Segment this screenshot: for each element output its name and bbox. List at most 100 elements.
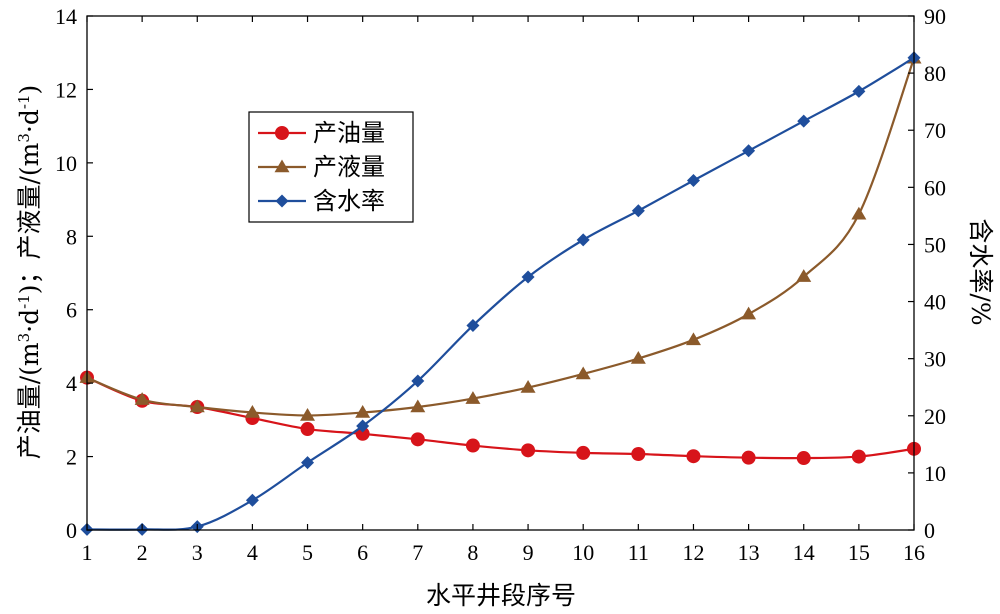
series-line-2 [86, 57, 916, 417]
y-right-tick-label: 90 [924, 4, 946, 29]
series-line-3 [86, 56, 915, 531]
x-tick-label: 5 [302, 540, 313, 565]
series-line-1 [86, 376, 915, 460]
series-1 [80, 370, 921, 466]
x-tick-label: 11 [628, 540, 649, 565]
y-left-tick-label: 14 [55, 4, 77, 29]
data-point-3 [521, 270, 535, 284]
data-point-2 [410, 399, 426, 413]
legend-label: 产液量 [313, 153, 385, 181]
data-point-2 [520, 380, 536, 393]
data-point-1 [851, 449, 866, 464]
data-point-1 [741, 450, 756, 465]
y-axis-right-title: 含水率/% [966, 218, 995, 325]
y-right-tick-label: 50 [924, 232, 946, 257]
x-tick-label: 10 [572, 540, 594, 565]
data-point-2 [851, 206, 867, 220]
data-point-3 [356, 419, 370, 433]
legend-marker [274, 159, 290, 173]
x-tick-label: 1 [82, 540, 93, 565]
data-point-2 [685, 332, 701, 346]
y-left-tick-label: 6 [66, 298, 77, 323]
axes-layer [86, 15, 915, 531]
ylabel-left-sup-neg1a: -1 [15, 294, 33, 309]
x-tick-label: 3 [192, 540, 203, 565]
ylabel-left-part-e: ) [15, 85, 44, 95]
legend-item-2: 产液量 [258, 153, 385, 181]
data-point-1 [796, 451, 811, 466]
y-axis-left-title: 产油量/(m3·d-1)；产液量/(m3·d-1) [15, 85, 44, 460]
y-right-tick-label: 80 [924, 61, 946, 86]
data-point-1 [300, 422, 315, 437]
ylabel-left-sup-3b: 3 [15, 133, 33, 143]
data-point-3 [852, 84, 866, 98]
x-tick-label: 4 [247, 540, 258, 565]
data-point-3 [631, 204, 645, 218]
data-point-2 [630, 351, 646, 364]
x-tick-label: 6 [357, 540, 368, 565]
ylabel-left-part-a: 产油量/(m [15, 342, 44, 459]
legend-item-1: 产油量 [258, 119, 385, 147]
data-point-2 [134, 392, 150, 405]
y-right-tick-label: 0 [924, 518, 935, 543]
y-right-tick-label: 20 [924, 404, 946, 429]
data-point-3 [245, 493, 259, 507]
data-point-2 [465, 391, 481, 404]
legend-marker [275, 194, 289, 208]
data-point-1 [686, 449, 701, 464]
y-right-tick-label: 30 [924, 347, 946, 372]
data-point-3 [686, 173, 700, 187]
data-point-2 [575, 366, 591, 380]
data-point-3 [466, 319, 480, 333]
ylabel-left-part-b: ·d [15, 309, 44, 333]
data-point-2 [741, 306, 757, 320]
x-tick-label: 9 [523, 540, 534, 565]
data-point-1 [631, 447, 646, 462]
legend-label: 含水率 [313, 187, 385, 215]
y-left-tick-label: 8 [66, 224, 77, 249]
x-tick-label: 15 [848, 540, 870, 565]
data-point-2 [244, 405, 260, 418]
y-left-tick-label: 0 [66, 518, 77, 543]
data-point-2 [796, 269, 812, 282]
data-point-3 [576, 233, 590, 247]
legend-item-3: 含水率 [258, 187, 385, 215]
x-tick-label: 16 [903, 540, 925, 565]
series-layer [79, 50, 922, 536]
legend-marker [275, 126, 289, 140]
data-point-3 [411, 374, 425, 388]
y-right-tick-label: 70 [924, 118, 946, 143]
y-left-tick-label: 4 [66, 371, 77, 396]
data-point-1 [576, 445, 591, 460]
x-tick-label: 7 [412, 540, 423, 565]
ylabel-left-sup-neg1b: -1 [15, 94, 33, 109]
y-left-tick-label: 12 [55, 77, 77, 102]
y-right-tick-label: 10 [924, 461, 946, 486]
data-point-1 [521, 443, 536, 458]
data-point-1 [410, 432, 425, 447]
y-left-tick-label: 10 [55, 151, 77, 176]
x-tick-label: 8 [467, 540, 478, 565]
x-axis-title: 水平井段序号 [426, 581, 576, 610]
x-tick-label: 13 [738, 540, 760, 565]
series-2 [79, 50, 922, 421]
y-right-tick-label: 40 [924, 290, 946, 315]
data-point-1 [465, 438, 480, 453]
ylabel-left-part-c: )；产液量/(m [15, 142, 44, 294]
y-right-tick-label: 60 [924, 175, 946, 200]
data-point-3 [742, 144, 756, 158]
series-3 [80, 51, 921, 536]
data-point-2 [355, 405, 371, 418]
legend-label: 产油量 [313, 119, 385, 147]
plot-frame [86, 15, 915, 531]
y-left-tick-label: 2 [66, 445, 77, 470]
x-tick-label: 12 [682, 540, 704, 565]
data-point-3 [301, 456, 315, 470]
data-point-2 [189, 399, 205, 413]
data-point-2 [300, 407, 316, 421]
data-point-3 [797, 114, 811, 128]
x-tick-label: 14 [793, 540, 815, 565]
ylabel-left-sup-3a: 3 [15, 333, 33, 343]
